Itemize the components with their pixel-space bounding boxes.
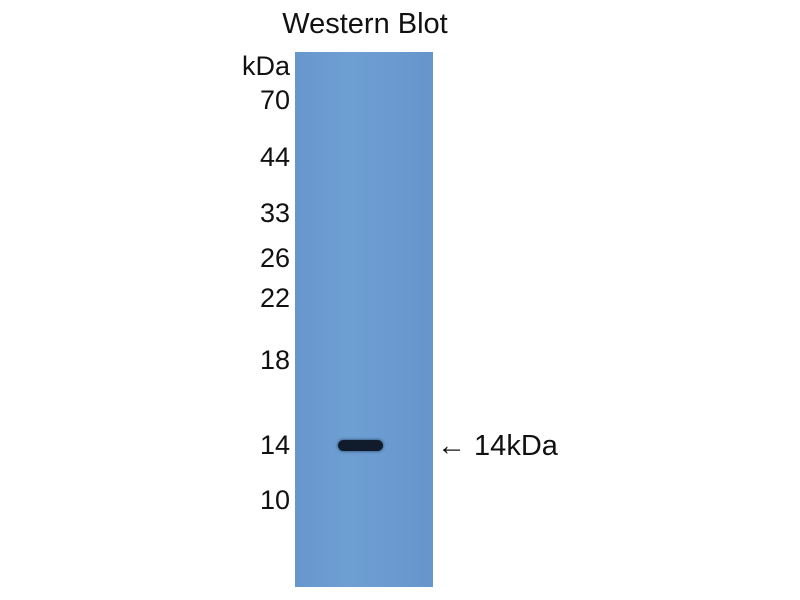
marker-label: 14 [259, 430, 290, 460]
band-annotation: ← 14kDa [437, 430, 558, 462]
protein-band [338, 440, 383, 451]
blot-lane [295, 52, 433, 587]
marker-label: 44 [259, 142, 290, 172]
marker-label: 18 [259, 345, 290, 375]
marker-label: 26 [259, 243, 290, 273]
marker-label: 10 [259, 485, 290, 515]
marker-label: 70 [259, 85, 290, 115]
marker-label: 33 [259, 198, 290, 228]
figure-title: Western Blot [282, 8, 448, 40]
unit-label: kDa [241, 51, 290, 81]
marker-label: 22 [259, 283, 290, 313]
